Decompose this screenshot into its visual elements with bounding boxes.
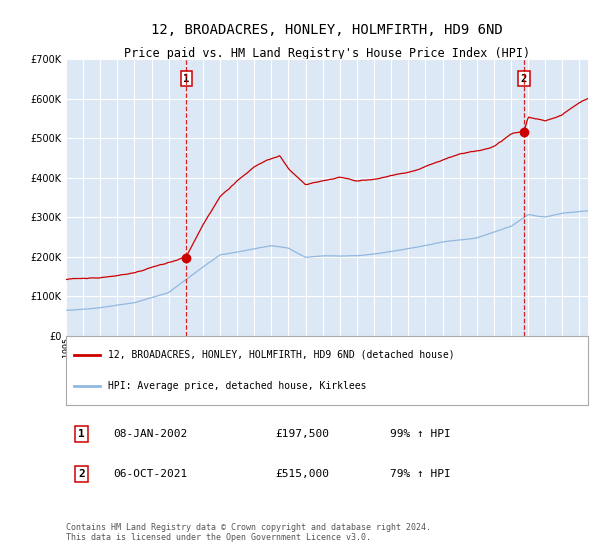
Text: HPI: Average price, detached house, Kirklees: HPI: Average price, detached house, Kirk… <box>108 381 366 391</box>
Text: Price paid vs. HM Land Registry's House Price Index (HPI): Price paid vs. HM Land Registry's House … <box>124 46 530 59</box>
Text: Contains HM Land Registry data © Crown copyright and database right 2024.
This d: Contains HM Land Registry data © Crown c… <box>66 523 431 542</box>
Text: £515,000: £515,000 <box>275 469 329 479</box>
Text: £197,500: £197,500 <box>275 429 329 439</box>
Text: 2: 2 <box>78 469 85 479</box>
Text: 12, BROADACRES, HONLEY, HOLMFIRTH, HD9 6ND (detached house): 12, BROADACRES, HONLEY, HOLMFIRTH, HD9 6… <box>108 349 454 360</box>
Text: 1: 1 <box>184 74 190 84</box>
Text: 1: 1 <box>78 429 85 439</box>
Text: 99% ↑ HPI: 99% ↑ HPI <box>389 429 451 439</box>
Text: 2: 2 <box>521 74 527 84</box>
Text: 79% ↑ HPI: 79% ↑ HPI <box>389 469 451 479</box>
Text: 08-JAN-2002: 08-JAN-2002 <box>113 429 187 439</box>
Text: 06-OCT-2021: 06-OCT-2021 <box>113 469 187 479</box>
Text: 12, BROADACRES, HONLEY, HOLMFIRTH, HD9 6ND: 12, BROADACRES, HONLEY, HOLMFIRTH, HD9 6… <box>151 23 503 37</box>
